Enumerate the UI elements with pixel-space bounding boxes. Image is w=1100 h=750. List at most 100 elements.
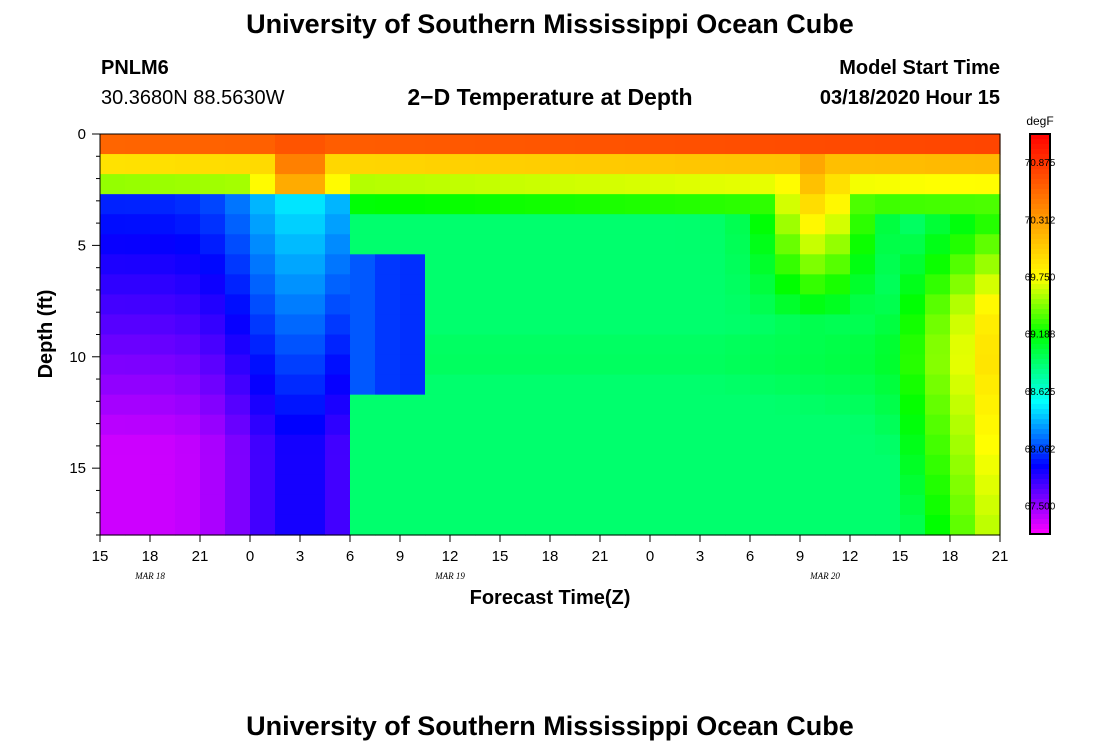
colorbar-unit: degF: [1026, 114, 1053, 128]
heatmap-cell: [150, 494, 176, 516]
heatmap-cell: [350, 354, 376, 376]
heatmap-cell: [925, 454, 951, 476]
title-top: University of Southern Mississippi Ocean…: [246, 9, 854, 39]
colorbar-cell: [1030, 229, 1050, 235]
colorbar-cell: [1030, 204, 1050, 210]
heatmap-cell: [250, 134, 276, 155]
heatmap-cell: [800, 354, 826, 376]
heatmap-cell: [850, 434, 876, 456]
heatmap-cell: [175, 394, 201, 416]
heatmap-cell: [225, 454, 251, 476]
heatmap-cell: [225, 434, 251, 456]
heatmap-cell: [450, 454, 476, 476]
heatmap-cell: [925, 474, 951, 496]
heatmap-cell: [300, 154, 326, 175]
heatmap-cell: [750, 374, 776, 396]
heatmap-cell: [725, 134, 751, 155]
heatmap-cell: [300, 234, 326, 255]
heatmap-cell: [975, 394, 1001, 416]
colorbar-cell: [1030, 344, 1050, 350]
colorbar-cell: [1030, 274, 1050, 280]
colorbar-cell: [1030, 294, 1050, 300]
heatmap-cell: [925, 514, 951, 536]
colorbar-cell: [1030, 369, 1050, 375]
heatmap-cell: [450, 254, 476, 275]
heatmap-cell: [925, 434, 951, 456]
colorbar-cell: [1030, 289, 1050, 295]
heatmap-cell: [850, 414, 876, 436]
heatmap-cell: [925, 314, 951, 336]
heatmap-cell: [375, 194, 401, 215]
heatmap-cell: [400, 254, 426, 275]
heatmap-cell: [850, 334, 876, 356]
heatmap-cell: [425, 454, 451, 476]
heatmap-cell: [200, 234, 226, 255]
heatmap-cell: [100, 474, 126, 496]
heatmap-cell: [400, 414, 426, 436]
heatmap-cell: [700, 494, 726, 516]
heatmap-cell: [675, 294, 701, 316]
heatmap-cell: [425, 234, 451, 255]
heatmap-cell: [675, 214, 701, 235]
heatmap-cell: [400, 434, 426, 456]
colorbar-cell: [1030, 139, 1050, 145]
heatmap-cell: [700, 334, 726, 356]
heatmap-cell: [575, 254, 601, 275]
x-axis-label: Forecast Time(Z): [470, 587, 631, 609]
heatmap-cell: [225, 254, 251, 275]
heatmap-cell: [400, 154, 426, 175]
heatmap-cell: [775, 314, 801, 336]
x-axis: 15 18 21 0 3 6 9 12 15 18 21 0 3 6 9 12 15 18 21 MAR 18 MAR …: [92, 535, 1008, 581]
heatmap-cell: [400, 194, 426, 215]
heatmap-cell: [825, 194, 851, 215]
heatmap-cell: [750, 494, 776, 516]
heatmap-cell: [400, 394, 426, 416]
colorbar-cell: [1030, 434, 1050, 440]
heatmap-cell: [850, 514, 876, 536]
heatmap-cell: [300, 334, 326, 356]
heatmap-cell: [475, 334, 501, 356]
heatmap-cell: [850, 374, 876, 396]
colorbar-cell: [1030, 179, 1050, 185]
y-tick-label: 5: [78, 237, 86, 254]
heatmap-cell: [125, 434, 151, 456]
heatmap-cell: [300, 474, 326, 496]
heatmap-cell: [175, 274, 201, 295]
colorbar-cell: [1030, 414, 1050, 420]
heatmap-cell: [825, 494, 851, 516]
heatmap-cell: [875, 354, 901, 376]
heatmap-cell: [775, 454, 801, 476]
heatmap-cell: [600, 354, 626, 376]
heatmap-cell: [900, 454, 926, 476]
x-tick-label: 3: [696, 548, 704, 565]
heatmap-cell: [425, 514, 451, 536]
heatmap-cell: [100, 514, 126, 536]
heatmap-cell: [500, 194, 526, 215]
heatmap-cell: [775, 294, 801, 316]
heatmap-cell: [800, 454, 826, 476]
heatmap-cell: [975, 274, 1001, 295]
heatmap-cell: [250, 354, 276, 376]
heatmap-cell: [475, 354, 501, 376]
colorbar-frame: [1029, 133, 1051, 535]
heatmap-cell: [400, 214, 426, 235]
heatmap-cell: [475, 194, 501, 215]
heatmap-cell: [175, 474, 201, 496]
heatmap-cell: [950, 194, 976, 215]
heatmap-cell: [275, 294, 301, 316]
heatmap-cell: [950, 214, 976, 235]
heatmap-cell: [825, 454, 851, 476]
heatmap-cell: [150, 174, 176, 195]
heatmap-cell: [100, 394, 126, 416]
heatmap-cell: [900, 334, 926, 356]
heatmap-cell: [650, 134, 676, 155]
heatmap-cell: [150, 234, 176, 255]
heatmap-cell: [450, 374, 476, 396]
heatmap-cell: [900, 294, 926, 316]
heatmap-cell: [650, 394, 676, 416]
heatmap-cell: [425, 154, 451, 175]
heatmap-cell: [200, 454, 226, 476]
heatmap-cell: [325, 154, 351, 175]
heatmap-cell: [775, 214, 801, 235]
heatmap-cell: [925, 274, 951, 295]
